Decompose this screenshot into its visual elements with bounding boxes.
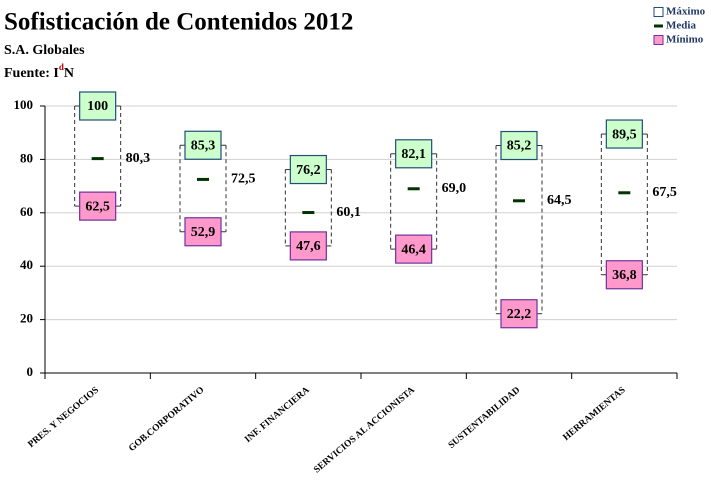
source-sup: d [59,62,64,72]
mean-label: 69,0 [442,181,467,196]
min-label: 52,9 [191,225,216,240]
y-tick-label: 80 [20,150,33,165]
min-box [79,191,117,221]
min-box [289,231,327,261]
x-tick-label: GOB.CORPORATIVO [127,385,206,454]
y-tick-label: 100 [14,97,34,112]
chart-subtitle: S.A. Globales [4,43,85,58]
max-box [289,154,327,185]
legend-label: Máximo [666,6,706,18]
x-tick-label: PRES. Y NEGOCIOS [27,385,101,450]
x-tick-label: SERVICIOS AL ACCIONISTA [312,385,417,475]
max-label: 89,5 [612,127,637,142]
y-tick-label: 20 [20,311,33,326]
max-label: 100 [87,99,108,114]
min-label: 62,5 [85,199,110,214]
mean-label: 64,5 [547,193,572,208]
min-label: 22,2 [507,307,532,322]
min-label: 36,8 [612,268,637,283]
max-label: 76,2 [296,163,321,178]
legend-swatch [653,7,664,17]
max-box [605,119,643,149]
max-box [395,139,433,169]
y-tick-label: 0 [27,364,34,379]
min-label: 46,4 [401,242,426,257]
min-box [184,217,222,247]
max-label: 85,2 [507,139,532,154]
min-box [605,260,643,290]
max-label: 85,3 [191,138,216,153]
x-tick-label: INF. FINANCIERA [243,385,312,445]
max-box [79,91,117,121]
y-tick-label: 40 [20,257,33,272]
min-box [395,234,433,264]
source-text: Fuente: I [4,66,59,81]
chart-title: Sofisticación de Contenidos 2012 [4,9,353,36]
max-label: 82,1 [401,147,426,162]
max-box [184,130,222,160]
min-label: 47,6 [296,239,321,254]
mean-label: 72,5 [231,172,256,187]
y-tick-label: 60 [20,204,33,219]
legend-label: Mínimo [666,34,704,46]
source-end: N [64,66,74,81]
legend-swatch [653,35,664,45]
source: Fuente: IdN [4,62,74,81]
x-tick-label: HERRAMIENTAS [562,385,628,443]
mean-label: 80,3 [126,151,150,166]
legend-label: Media [666,20,696,32]
x-tick-label: SUSTENTABILIDAD [447,385,523,451]
mean-label: 60,1 [336,205,361,220]
min-box [500,299,538,329]
max-box [500,130,538,161]
mean-label: 67,5 [652,185,677,200]
